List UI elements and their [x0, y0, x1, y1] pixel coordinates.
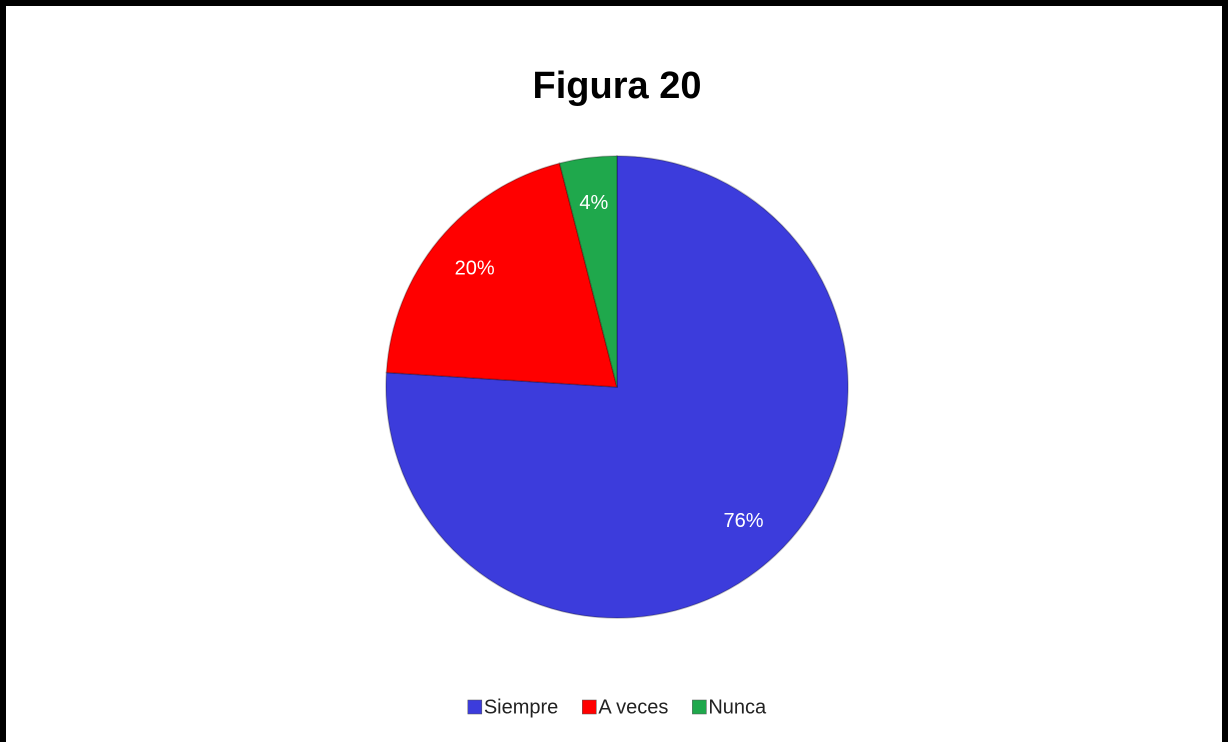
pie-slice: [385, 162, 618, 388]
data-label: 76%: [723, 510, 763, 532]
legend-label: Siempre: [484, 696, 558, 718]
legend-swatch: [582, 699, 597, 715]
chart-title: Figura 20: [533, 65, 702, 107]
data-label: 4%: [579, 192, 608, 214]
legend-label: A veces: [598, 696, 668, 718]
legend-label: Nunca: [708, 696, 767, 718]
legend-swatch: [692, 699, 707, 715]
pie-slice: [385, 155, 849, 619]
legend: Siempre A veces Nunca: [467, 696, 767, 718]
pie: 76% 20% 4%: [385, 155, 849, 619]
data-label: 20%: [455, 257, 495, 279]
pie-slice: [558, 155, 618, 388]
legend-swatch: [467, 699, 483, 715]
